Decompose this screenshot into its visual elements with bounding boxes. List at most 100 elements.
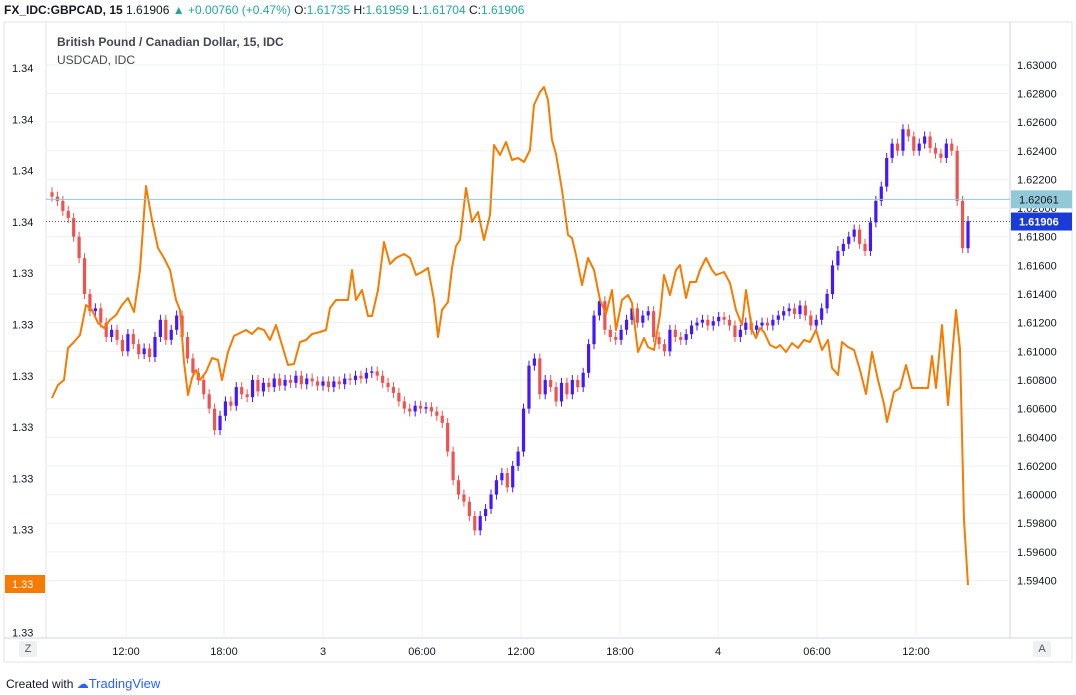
candle-body <box>516 451 520 466</box>
marker-price-label: 1.62061 <box>1019 194 1059 206</box>
time-axis[interactable]: 12:00 18:00 3 06:00 12:00 18:00 4 06:00 12:00 <box>112 646 930 658</box>
candle-body <box>852 229 856 237</box>
candle-body <box>955 150 959 201</box>
candle-body <box>137 344 141 355</box>
candle-body <box>446 422 450 452</box>
last-price-label: 1.61906 <box>1019 217 1059 229</box>
candle-body <box>223 401 228 416</box>
candle-body <box>418 405 423 409</box>
candle-body <box>169 329 173 340</box>
time-tick-label: 4 <box>715 646 721 658</box>
candle-body <box>364 372 368 379</box>
close-label: C: <box>468 3 481 17</box>
overlay-current-box <box>5 575 45 593</box>
close-value: 1.61906 <box>480 3 525 17</box>
candle-body <box>760 322 764 326</box>
candle-body <box>554 387 558 402</box>
candle-body <box>82 258 87 295</box>
candle-body <box>673 329 677 337</box>
left-tick-label: 1.33 <box>12 627 33 639</box>
candle-body <box>294 375 298 383</box>
candle-body <box>939 153 943 158</box>
price-tick-label: 1.59800 <box>1017 518 1057 530</box>
candle-body <box>624 319 629 330</box>
left-tick-label: 1.34 <box>12 217 33 229</box>
candle-body <box>559 382 564 402</box>
candle-body <box>272 378 276 388</box>
candle-body <box>93 308 97 312</box>
candle-body <box>229 401 233 406</box>
time-tick-label: 18:00 <box>210 646 238 658</box>
candle-body <box>440 415 444 423</box>
left-tick-label: 1.33 <box>12 525 33 537</box>
time-tick-label: 12:00 <box>902 646 930 658</box>
high-label: H: <box>353 3 366 17</box>
candle-body <box>966 220 970 249</box>
created-with-text: Created with <box>6 677 74 691</box>
candle-body <box>597 301 602 316</box>
candle-body <box>874 200 878 223</box>
candle-body <box>413 405 417 412</box>
price-tick-label: 1.59400 <box>1017 576 1057 588</box>
candle-body <box>185 336 190 359</box>
price-markers: 1.62061 1.61906 1.33 <box>5 190 1072 593</box>
candle-body <box>511 465 515 488</box>
candles <box>50 124 970 536</box>
candle-body <box>944 143 948 158</box>
time-tick-label: 12:00 <box>507 646 535 658</box>
candle-body <box>863 243 867 252</box>
right-price-axis[interactable]: 1.63000 1.62800 1.62600 1.62400 1.62200 1.620… <box>1017 60 1057 588</box>
price-change: +0.00760 (+0.47%) <box>188 3 291 17</box>
candle-body <box>451 451 455 481</box>
price-tick-label: 1.60800 <box>1017 375 1057 387</box>
auto-scale-button[interactable]: A <box>1033 641 1051 657</box>
candle-body <box>505 473 509 488</box>
candle-body <box>586 344 591 373</box>
candle-body <box>776 315 780 320</box>
candle-body <box>120 339 125 352</box>
candle-body <box>353 375 358 380</box>
chart-frame <box>3 21 1073 663</box>
candle-body <box>933 147 938 154</box>
symbol-name[interactable]: FX_IDC:GBPCAD, 15 <box>4 3 123 17</box>
time-tick-label: 18:00 <box>606 646 634 658</box>
last-price: 1.61906 <box>126 3 170 17</box>
last-price-box <box>1011 212 1072 231</box>
candle-body <box>55 196 60 201</box>
left-scale-button[interactable]: Z <box>19 641 37 657</box>
legend-overlay[interactable]: USDCAD, IDC <box>57 53 136 67</box>
left-tick-label: 1.33 <box>12 320 33 332</box>
price-tick-label: 1.59600 <box>1017 547 1057 559</box>
price-tick-label: 1.62600 <box>1017 117 1057 129</box>
candle-body <box>733 325 737 337</box>
candle-body <box>310 378 314 382</box>
candle-body <box>700 319 705 323</box>
candle-body <box>153 336 157 358</box>
candle-body <box>792 308 797 315</box>
legend-title[interactable]: British Pound / Canadian Dollar, 15, IDC <box>57 35 284 49</box>
candle-body <box>868 222 873 252</box>
candle-body <box>744 322 748 330</box>
tradingview-logo-icon[interactable]: ☁ <box>76 677 89 691</box>
left-tick-label: 1.34 <box>12 63 33 75</box>
left-tick-label: 1.33 <box>12 371 33 383</box>
candle-body <box>814 319 818 326</box>
candle-body <box>809 315 813 326</box>
candle-body <box>890 143 894 158</box>
left-tick-label: 1.34 <box>12 114 33 126</box>
candle-body <box>928 136 932 148</box>
candle-body <box>803 305 807 316</box>
candle-body <box>923 136 927 144</box>
candle-body <box>570 379 574 395</box>
candle-body <box>581 372 585 388</box>
price-tick-label: 1.60400 <box>1017 432 1057 444</box>
candle-body <box>245 394 249 398</box>
candle-body <box>527 365 531 409</box>
candle-body <box>668 329 672 352</box>
price-tick-label: 1.61600 <box>1017 260 1057 272</box>
tradingview-brand[interactable]: TradingView <box>88 676 161 691</box>
candle-body <box>592 315 596 345</box>
candle-body <box>549 379 553 388</box>
candle-body <box>332 381 336 388</box>
